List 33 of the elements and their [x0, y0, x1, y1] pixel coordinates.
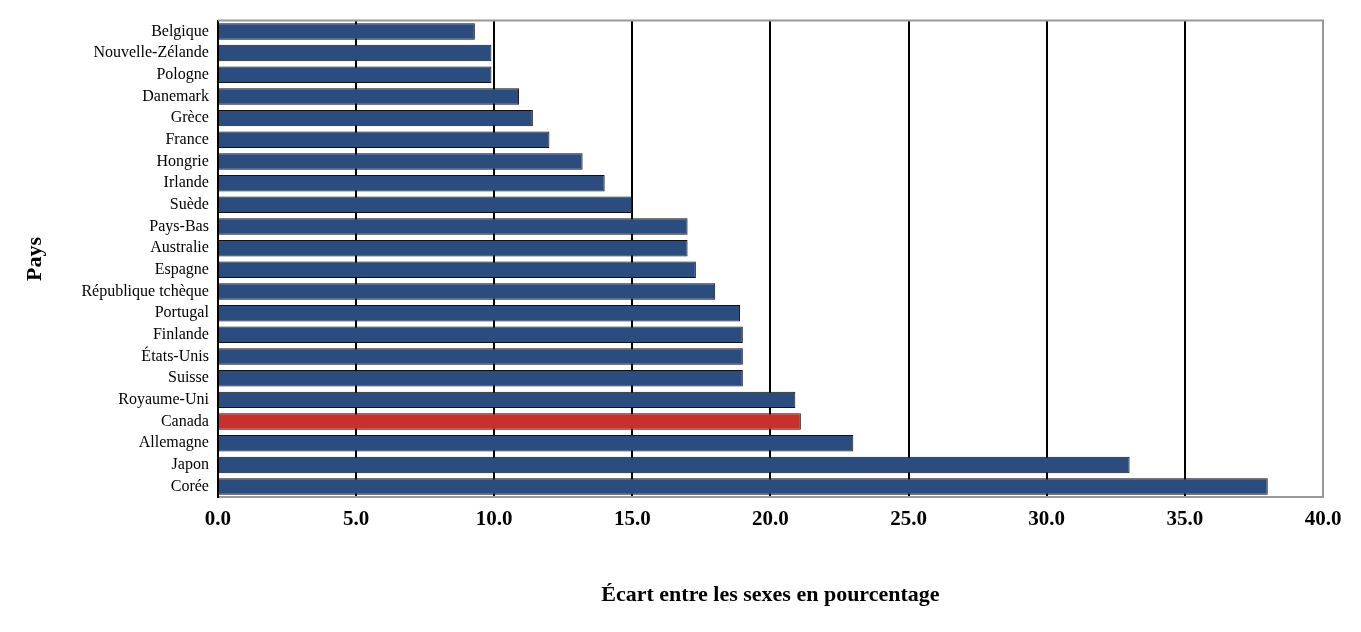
y-tick-label: États-Unis: [141, 345, 209, 364]
y-tick-label: République tchèque: [81, 281, 209, 300]
y-tick-label: Australie: [150, 238, 209, 256]
x-tick-label: 15.0: [613, 506, 651, 531]
y-tick-label: Hongrie: [156, 151, 209, 170]
y-tick-label: Belgique: [151, 21, 209, 40]
x-tick-label: 10.0: [475, 506, 513, 531]
y-tick-label: Espagne: [154, 260, 209, 279]
y-tick-label: Irlande: [163, 173, 209, 191]
y-axis-title: Pays: [20, 236, 46, 281]
y-tick-label: Finlande: [152, 325, 209, 343]
y-tick-label: Corée: [170, 476, 209, 494]
y-tick-label: Japon: [171, 455, 209, 474]
y-tick-label: Suède: [169, 195, 209, 213]
x-tick-label: 25.0: [890, 506, 927, 531]
y-tick-label: Royaume-Uni: [118, 390, 210, 409]
x-tick-label: 0.0: [204, 506, 232, 531]
y-tick-label: Allemagne: [138, 433, 209, 452]
x-tick-label: 40.0: [1304, 506, 1342, 531]
y-tick-label: Pays-Bas: [149, 216, 209, 235]
y-tick-label: Suisse: [168, 368, 209, 386]
y-tick-label: France: [165, 130, 209, 147]
x-tick-label: 35.0: [1166, 506, 1204, 531]
y-tick-label: Canada: [160, 411, 209, 429]
y-tick-label: Portugal: [154, 303, 210, 322]
y-tick-label: Pologne: [156, 64, 209, 83]
x-tick-label: 5.0: [342, 506, 370, 531]
x-axis-title: Écart entre les sexes en pourcentage: [601, 581, 940, 607]
y-tick-label: Danemark: [142, 86, 209, 104]
x-tick-label: 20.0: [752, 506, 789, 531]
y-tick-label: Grèce: [170, 108, 209, 126]
y-tick-label: Nouvelle-Zélande: [93, 43, 209, 61]
x-tick-label: 30.0: [1028, 506, 1066, 531]
